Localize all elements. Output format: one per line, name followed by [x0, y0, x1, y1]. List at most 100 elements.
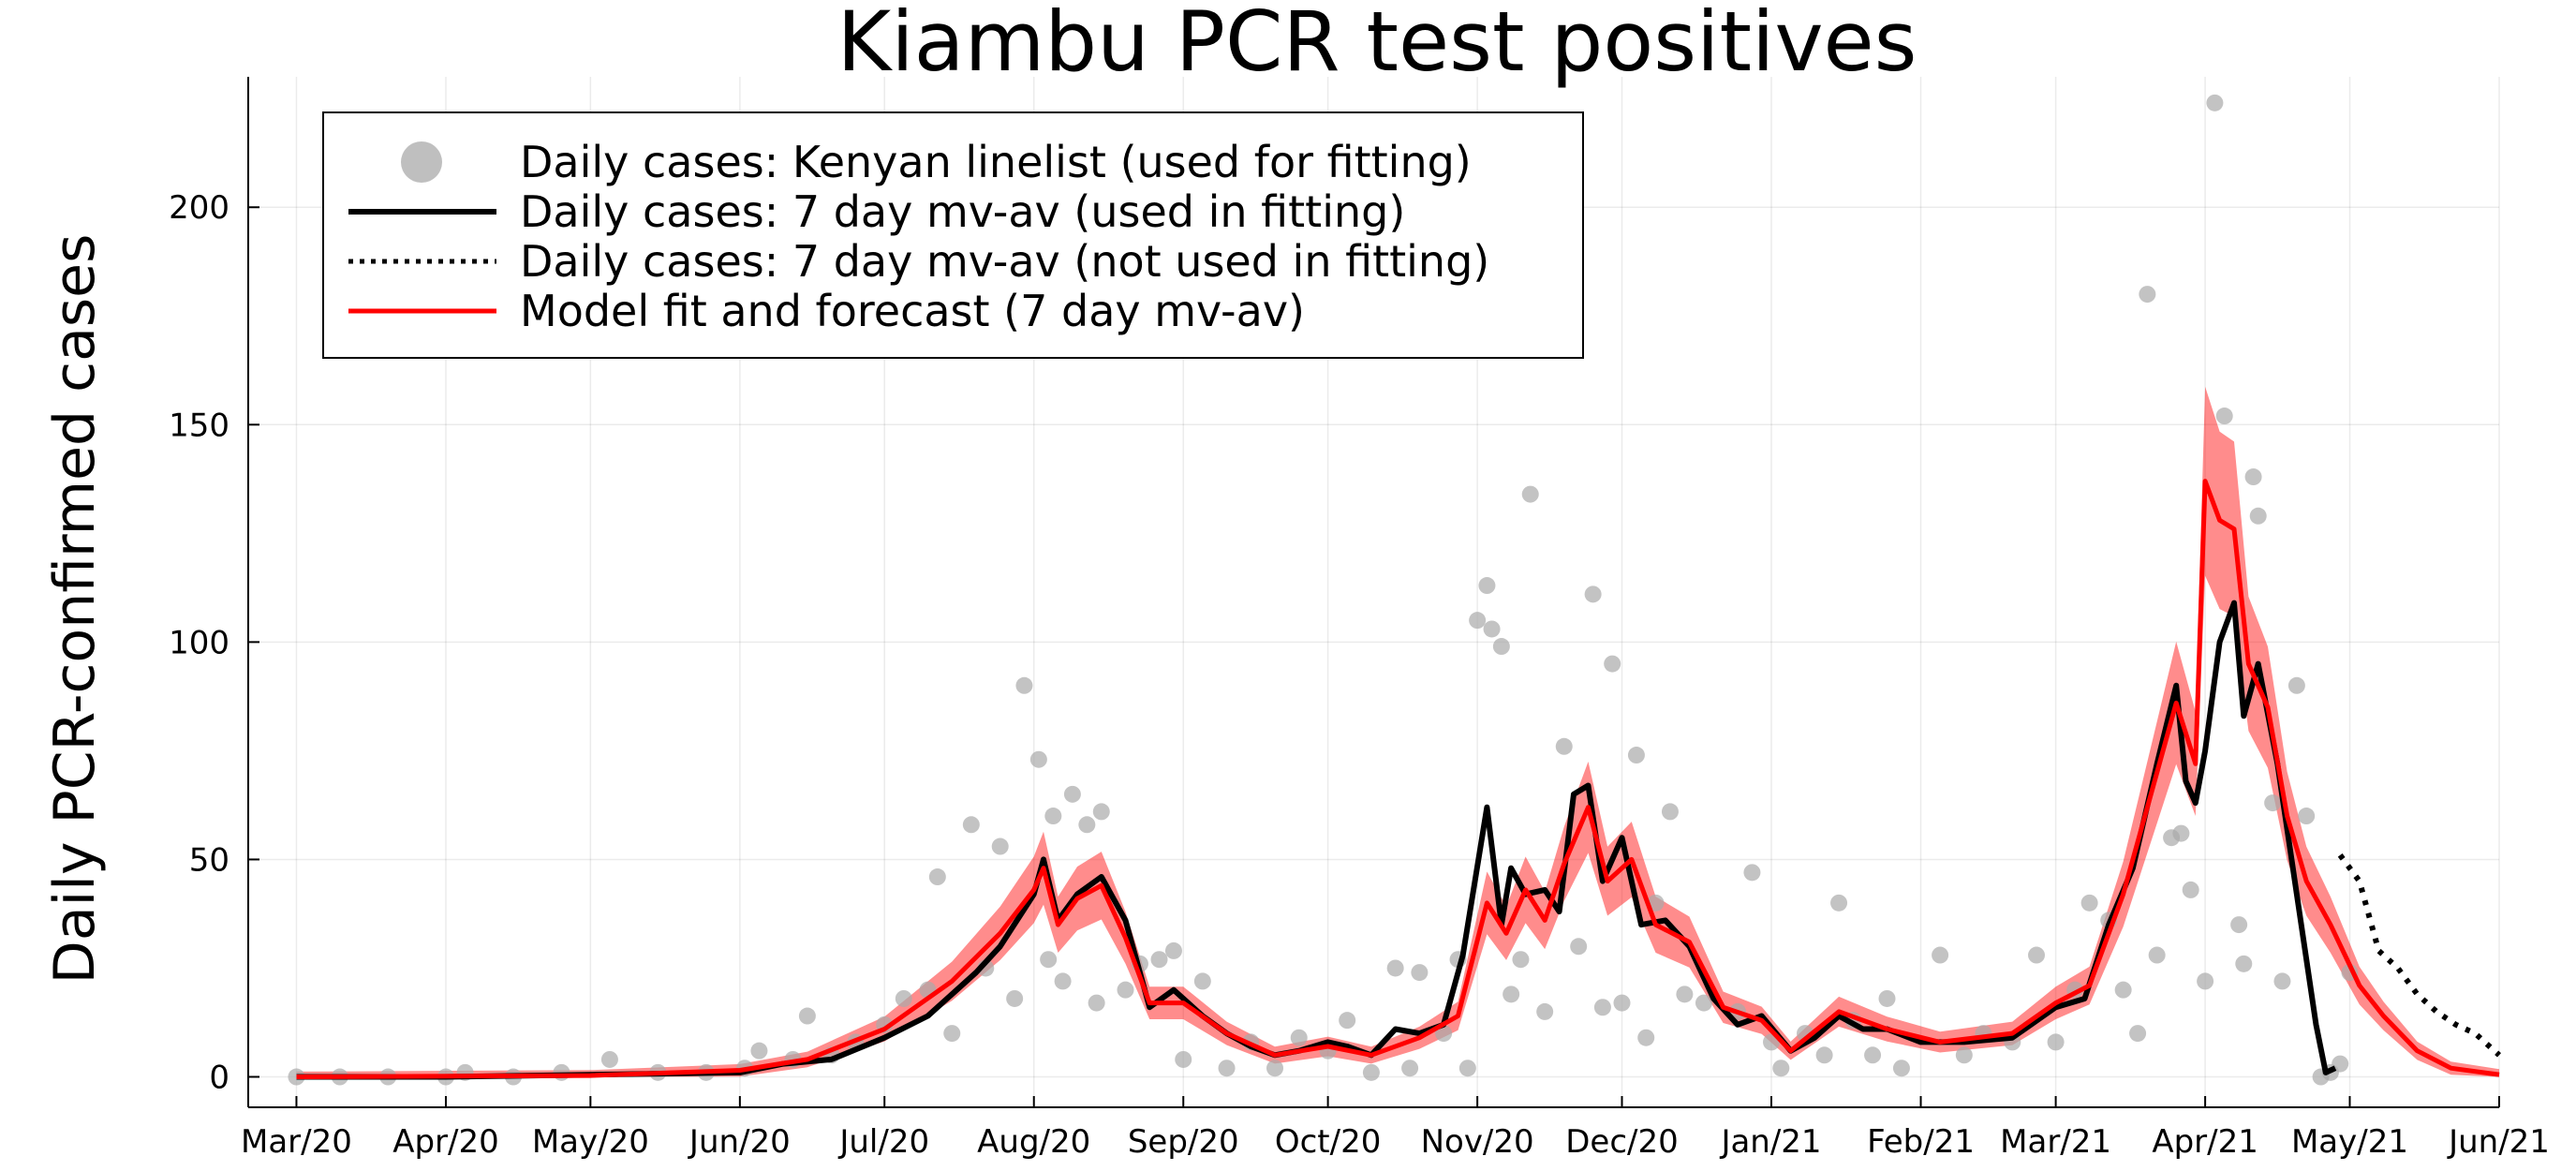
x-tick-label-15: Jun/21 — [2447, 1123, 2550, 1161]
linelist-point-11 — [750, 1042, 768, 1060]
linelist-point-99 — [2182, 881, 2199, 898]
linelist-point-30 — [1063, 785, 1081, 803]
linelist-point-68 — [1637, 1029, 1655, 1046]
x-tick-label-5: Aug/20 — [977, 1123, 1090, 1161]
linelist-point-62 — [1570, 938, 1588, 956]
model-line — [296, 479, 2500, 1079]
linelist-point-79 — [1830, 894, 1848, 912]
linelist-point-36 — [1150, 951, 1168, 969]
y-tick-label-4: 200 — [169, 189, 229, 227]
linelist-point-26 — [1029, 750, 1047, 768]
linelist-point-53 — [1469, 612, 1487, 630]
linelist-point-17 — [895, 989, 912, 1007]
x-tick-label-4: Jul/20 — [837, 1123, 929, 1161]
linelist-point-91 — [2080, 894, 2098, 912]
linelist-point-71 — [1676, 986, 1694, 1003]
linelist-point-88 — [2028, 946, 2046, 964]
linelist-point-103 — [2230, 916, 2248, 934]
linelist-point-98 — [2172, 824, 2190, 842]
linelist-point-108 — [2273, 972, 2291, 990]
linelist-point-65 — [1604, 655, 1621, 673]
linelist-point-29 — [1054, 972, 1072, 990]
linelist-point-55 — [1483, 620, 1501, 638]
linelist-point-58 — [1512, 951, 1530, 969]
linelist-point-74 — [1743, 864, 1761, 882]
linelist-point-84 — [1932, 946, 1949, 964]
linelist-point-33 — [1092, 803, 1110, 821]
x-tick-label-2: May/20 — [532, 1123, 649, 1161]
linelist-point-95 — [2139, 286, 2156, 304]
legend-label-observed: Daily cases: 7 day mv-av (used in fittin… — [520, 186, 1405, 237]
y-tick-label-1: 50 — [189, 841, 229, 879]
x-tick-label-14: May/21 — [2291, 1123, 2408, 1161]
y-tick-labels: 0 50 100 150 200 — [169, 189, 229, 1096]
legend-label-unused: Daily cases: 7 day mv-av (not used in fi… — [520, 236, 1489, 287]
linelist-point-46 — [1362, 1063, 1380, 1081]
linelist-point-23 — [991, 837, 1009, 855]
y-axis-label: Daily PCR-confirmed cases — [42, 234, 108, 985]
y-tick-label-2: 100 — [169, 624, 229, 661]
linelist-point-20 — [943, 1025, 961, 1043]
linelist-point-102 — [2215, 408, 2233, 425]
linelist-point-28 — [1044, 808, 1062, 825]
linelist-point-13 — [798, 1007, 816, 1025]
linelist-point-72 — [1695, 994, 1712, 1012]
linelist-point-32 — [1088, 994, 1105, 1012]
y-tick-label-3: 150 — [169, 407, 229, 444]
linelist-point-49 — [1411, 964, 1429, 982]
linelist-point-52 — [1458, 1060, 1476, 1077]
linelist-point-78 — [1815, 1046, 1833, 1064]
legend: Daily cases: Kenyan linelist (used for f… — [322, 111, 1584, 359]
x-tick-label-3: Jun/20 — [688, 1123, 791, 1161]
linelist-point-56 — [1492, 638, 1510, 656]
linelist-point-57 — [1503, 986, 1520, 1003]
linelist-point-104 — [2235, 955, 2253, 972]
y-tick-label-0: 0 — [209, 1060, 229, 1097]
linelist-point-37 — [1164, 941, 1182, 959]
linelist-point-7 — [600, 1050, 618, 1068]
x-tick-label-9: Dec/20 — [1565, 1123, 1679, 1161]
x-tick-label-6: Sep/20 — [1128, 1123, 1239, 1161]
linelist-point-43 — [1290, 1029, 1308, 1046]
linelist-point-110 — [2298, 808, 2316, 825]
linelist-point-31 — [1078, 816, 1096, 834]
linelist-point-39 — [1193, 972, 1211, 990]
linelist-point-38 — [1175, 1050, 1192, 1068]
x-tick-label-8: Nov/20 — [1421, 1123, 1534, 1161]
legend-marker-points — [401, 141, 442, 183]
linelist-point-66 — [1613, 994, 1631, 1012]
linelist-point-96 — [2148, 946, 2166, 964]
x-tick-label-12: Mar/21 — [2000, 1123, 2111, 1161]
legend-label-points: Daily cases: Kenyan linelist (used for f… — [520, 137, 1472, 187]
linelist-point-54 — [1478, 577, 1496, 595]
linelist-point-82 — [1878, 989, 1896, 1007]
linelist-point-81 — [1864, 1046, 1882, 1064]
linelist-point-40 — [1218, 1060, 1236, 1077]
linelist-point-63 — [1584, 586, 1602, 603]
linelist-point-25 — [1015, 676, 1033, 694]
linelist-point-19 — [928, 868, 946, 886]
linelist-point-100 — [2197, 972, 2214, 990]
linelist-point-34 — [1117, 981, 1134, 999]
linelist-point-24 — [1006, 989, 1024, 1007]
linelist-point-42 — [1266, 1060, 1284, 1077]
linelist-point-106 — [2249, 507, 2267, 525]
linelist-point-109 — [2287, 676, 2305, 694]
linelist-point-67 — [1627, 747, 1645, 764]
linelist-point-59 — [1521, 485, 1539, 503]
linelist-point-107 — [2264, 794, 2282, 812]
linelist-point-105 — [2244, 468, 2262, 486]
x-tick-label-13: Apr/21 — [2152, 1123, 2258, 1161]
linelist-point-27 — [1040, 951, 1058, 969]
x-tick-labels: Mar/20 Apr/20 May/20 Jun/20 Jul/20 Aug/20 Sep/… — [241, 1123, 2550, 1161]
linelist-point-113 — [2332, 1055, 2349, 1073]
linelist-point-93 — [2114, 981, 2132, 999]
x-tick-label-7: Oct/20 — [1275, 1123, 1382, 1161]
linelist-point-21 — [962, 816, 980, 834]
linelist-point-61 — [1555, 737, 1573, 755]
legend-label-model: Model fit and forecast (7 day mv-av) — [520, 286, 1305, 336]
legend-box — [322, 111, 1584, 359]
chart-title: Kiambu PCR test positives — [836, 0, 1917, 90]
linelist-point-70 — [1661, 803, 1679, 821]
linelist-point-83 — [1892, 1060, 1910, 1077]
